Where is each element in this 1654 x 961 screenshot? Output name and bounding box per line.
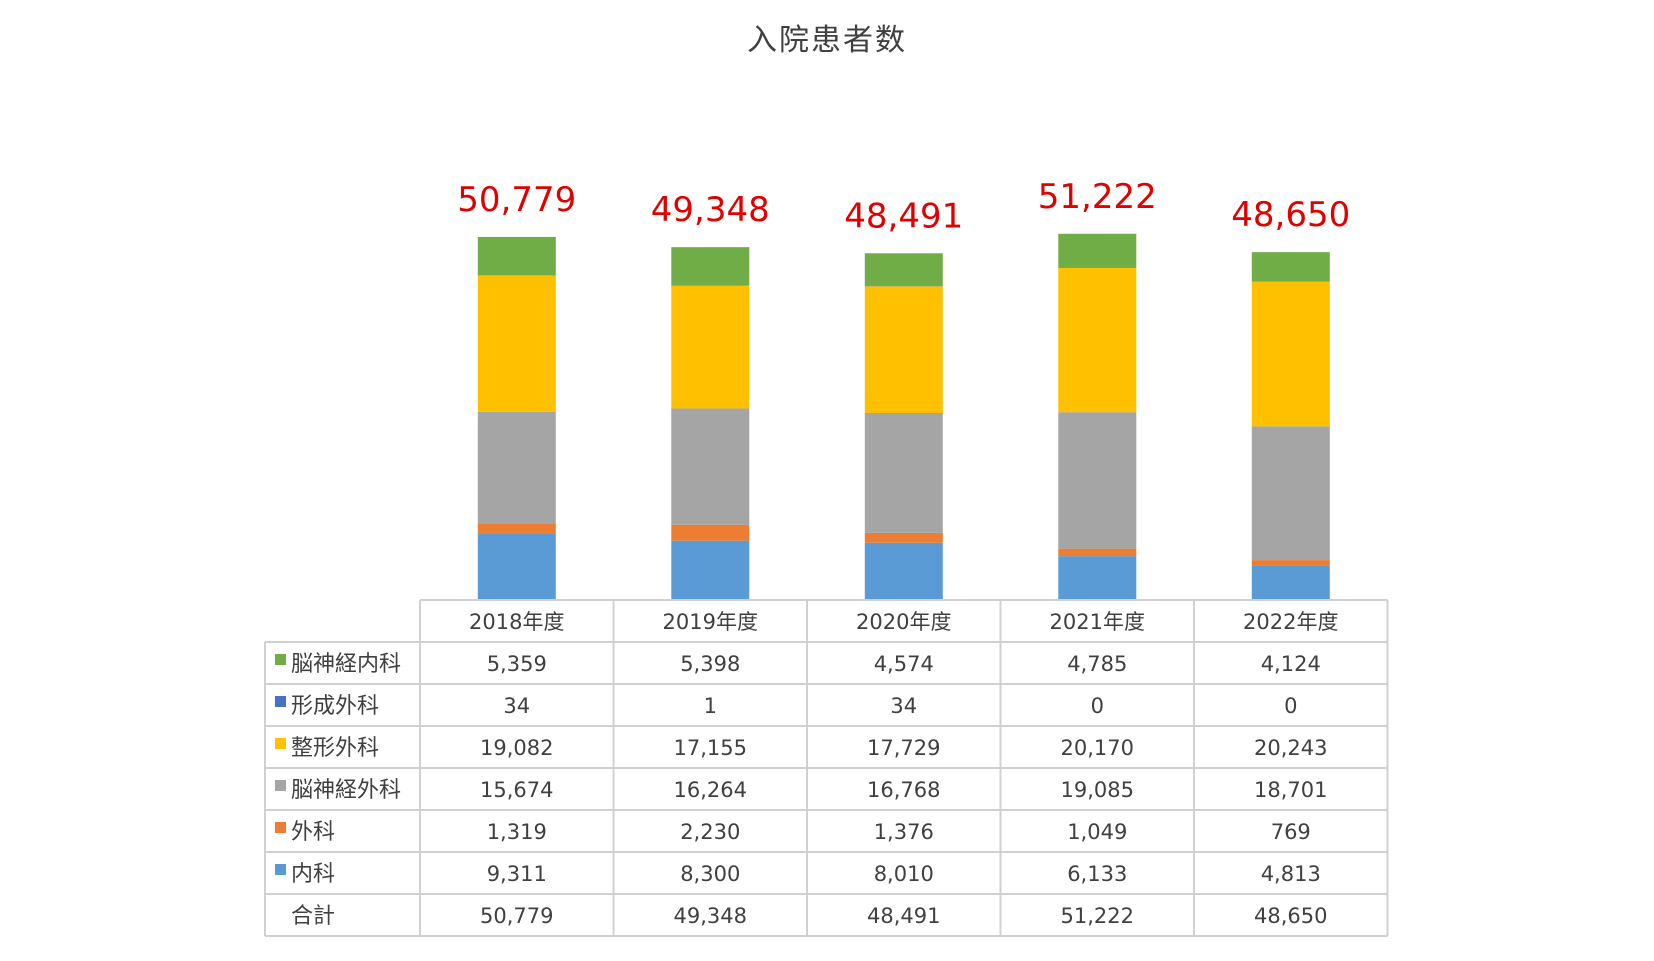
table-cell: 20,243 — [1254, 736, 1327, 760]
bar-segment — [1058, 548, 1137, 557]
table-cell: 1,049 — [1067, 820, 1127, 844]
bar-segment — [671, 285, 750, 409]
bar-segment — [477, 411, 556, 524]
table-cell: 19,082 — [480, 736, 553, 760]
table-cell: 48,491 — [867, 904, 940, 928]
table-cell: 0 — [1091, 694, 1104, 718]
chart-title: 入院患者数 — [747, 23, 907, 58]
series-label: 整形外科 — [291, 736, 379, 761]
table-cell: 34 — [890, 694, 917, 718]
legend-key — [275, 822, 286, 833]
total-value-label: 48,491 — [844, 196, 963, 236]
table-cell: 1,319 — [487, 820, 547, 844]
bar-segment — [671, 247, 750, 286]
table-cell: 48,650 — [1254, 904, 1327, 928]
legend-key — [275, 864, 286, 875]
table-cell: 15,674 — [480, 778, 553, 802]
table-cell: 9,311 — [487, 862, 547, 886]
table-cell: 16,768 — [867, 778, 940, 802]
category-label: 2019年度 — [663, 610, 758, 634]
bar-segment — [1251, 281, 1330, 427]
category-label: 2021年度 — [1050, 610, 1145, 634]
table-cell: 8,010 — [874, 862, 934, 886]
bar-segment — [477, 524, 556, 534]
bar-segment — [671, 408, 750, 525]
table-cell: 4,785 — [1067, 652, 1127, 676]
category-label: 2022年度 — [1243, 610, 1338, 634]
series-label: 脳神経外科 — [291, 778, 401, 803]
legend-key — [275, 738, 286, 749]
bar-segment — [1058, 267, 1137, 413]
table-cell: 17,729 — [867, 736, 940, 760]
table-cell: 49,348 — [674, 904, 747, 928]
bar-segment — [1251, 426, 1330, 561]
table-cell: 19,085 — [1061, 778, 1134, 802]
table-cell: 51,222 — [1061, 904, 1134, 928]
table-cell: 769 — [1271, 820, 1311, 844]
table-cell: 34 — [503, 694, 530, 718]
bar-segment — [1058, 412, 1137, 549]
bar-segment — [1251, 565, 1330, 600]
table-cell: 6,133 — [1067, 862, 1127, 886]
bar-segment — [1058, 233, 1137, 268]
total-value-label: 49,348 — [651, 190, 770, 230]
bar-segment — [1251, 560, 1330, 566]
bar-segment — [477, 236, 556, 276]
table-cell: 20,170 — [1061, 736, 1134, 760]
table-cell: 4,813 — [1261, 862, 1321, 886]
bar-segment — [671, 540, 750, 600]
legend-key — [275, 696, 286, 707]
category-label: 2018年度 — [469, 610, 564, 634]
table-cell: 1,376 — [874, 820, 934, 844]
bar-segment — [864, 286, 943, 413]
bar-segment — [864, 532, 943, 543]
table-cell: 50,779 — [480, 904, 553, 928]
table-cell: 18,701 — [1254, 778, 1327, 802]
table-cell: 17,155 — [674, 736, 747, 760]
total-row-label: 合計 — [291, 904, 335, 929]
total-value-label: 51,222 — [1038, 177, 1157, 217]
table-cell: 4,574 — [874, 652, 934, 676]
bar-segment — [1251, 252, 1330, 282]
bar-segment — [671, 524, 750, 541]
series-label: 脳神経内科 — [291, 652, 401, 677]
total-value-label: 48,650 — [1231, 195, 1350, 235]
bars — [477, 233, 1330, 600]
bar-segment — [477, 533, 556, 600]
series-label: 形成外科 — [291, 694, 379, 719]
bar-segment — [1058, 556, 1137, 600]
table-cell: 5,398 — [680, 652, 740, 676]
bar-segment — [864, 253, 943, 286]
legend-key — [275, 654, 286, 665]
bar-segment — [864, 542, 943, 600]
bar-segment — [477, 275, 556, 412]
table-cell: 8,300 — [680, 862, 740, 886]
legend-key — [275, 780, 286, 791]
table-cell: 2,230 — [680, 820, 740, 844]
total-value-label: 50,779 — [457, 180, 576, 220]
table-cell: 5,359 — [487, 652, 547, 676]
category-label: 2020年度 — [856, 610, 951, 634]
table-cell: 16,264 — [674, 778, 747, 802]
table-cell: 1 — [704, 694, 717, 718]
table-cell: 4,124 — [1261, 652, 1321, 676]
series-label: 外科 — [291, 820, 335, 845]
bar-segment — [864, 413, 943, 533]
table-cell: 0 — [1284, 694, 1297, 718]
series-label: 内科 — [291, 862, 335, 887]
total-labels: 50,779 49,348 48,491 51,222 48,650 — [457, 177, 1350, 237]
